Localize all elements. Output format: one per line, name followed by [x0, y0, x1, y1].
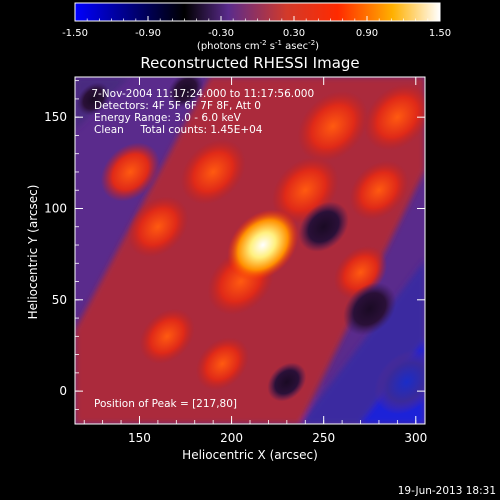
y-tick-label: 100 [44, 201, 67, 215]
colorbar-unit-label: (photons cm-2 s-1 asec-2) [197, 39, 319, 52]
peak-position-label: Position of Peak = [217,80] [94, 398, 237, 410]
heatmap-bright-region [195, 337, 249, 391]
y-axis-ticks: 0 50 100 150 [44, 80, 425, 410]
observation-info: 7-Nov-2004 11:17:24.000 to 11:17:56.000 … [88, 88, 314, 136]
heatmap-peak-region [227, 209, 299, 281]
x-tick-label: 250 [312, 431, 335, 445]
heatmap-dark-region [374, 349, 425, 415]
colorbar-tick-label: 0.90 [356, 28, 378, 39]
annotation-energy-range: Energy Range: 3.0 - 6.0 keV [94, 112, 242, 124]
heatmap-bright-region [139, 308, 195, 364]
heatmap-dark-region [267, 362, 307, 402]
colorbar [74, 2, 441, 22]
colorbar-tick-label: -0.90 [135, 28, 161, 39]
heatmap-bright-region [363, 83, 425, 151]
heatmap-dark-region [167, 77, 204, 108]
y-tick-label: 0 [59, 384, 67, 398]
heatmap-dark-region [76, 82, 111, 116]
colorbar-tick-label: 1.50 [429, 28, 451, 39]
heatmap-image [75, 77, 425, 424]
y-tick-label: 150 [44, 110, 67, 124]
x-tick-label: 300 [404, 431, 427, 445]
x-axis-label: Heliocentric X (arcsec) [182, 448, 318, 462]
annotation-time-range: 7-Nov-2004 11:17:24.000 to 11:17:56.000 [88, 88, 314, 100]
heatmap-bright-region [297, 90, 369, 162]
heatmap-bright-region [180, 139, 246, 205]
x-axis-ticks: 150 200 250 300 [83, 77, 427, 445]
colorbar-ticks: -1.50 -0.90 -0.30 0.30 0.90 1.50 [62, 16, 451, 39]
colorbar-tick-label: -0.30 [208, 28, 234, 39]
heatmap-dark-region [343, 282, 397, 336]
colorbar-tick-label: 0.30 [283, 28, 305, 39]
chart-title: Reconstructed RHESSI Image [140, 54, 359, 72]
x-tick-label: 150 [128, 431, 151, 445]
heatmap-bright-region [349, 160, 409, 220]
annotation-clean-counts: Clean Total counts: 1.45E+04 [94, 124, 263, 136]
annotation-detectors: Detectors: 4F 5F 6F 7F 8F, Att 0 [94, 100, 261, 112]
colorbar-tick-label: -1.50 [62, 28, 88, 39]
y-tick-label: 50 [52, 293, 67, 307]
heatmap-bright-region [100, 142, 160, 202]
heatmap-dark-region [298, 201, 349, 252]
timestamp: 19-Jun-2013 18:31 [398, 485, 496, 497]
heatmap-bright-region [127, 196, 189, 258]
y-axis-label: Heliocentric Y (arcsec) [26, 185, 40, 320]
x-tick-label: 200 [220, 431, 243, 445]
